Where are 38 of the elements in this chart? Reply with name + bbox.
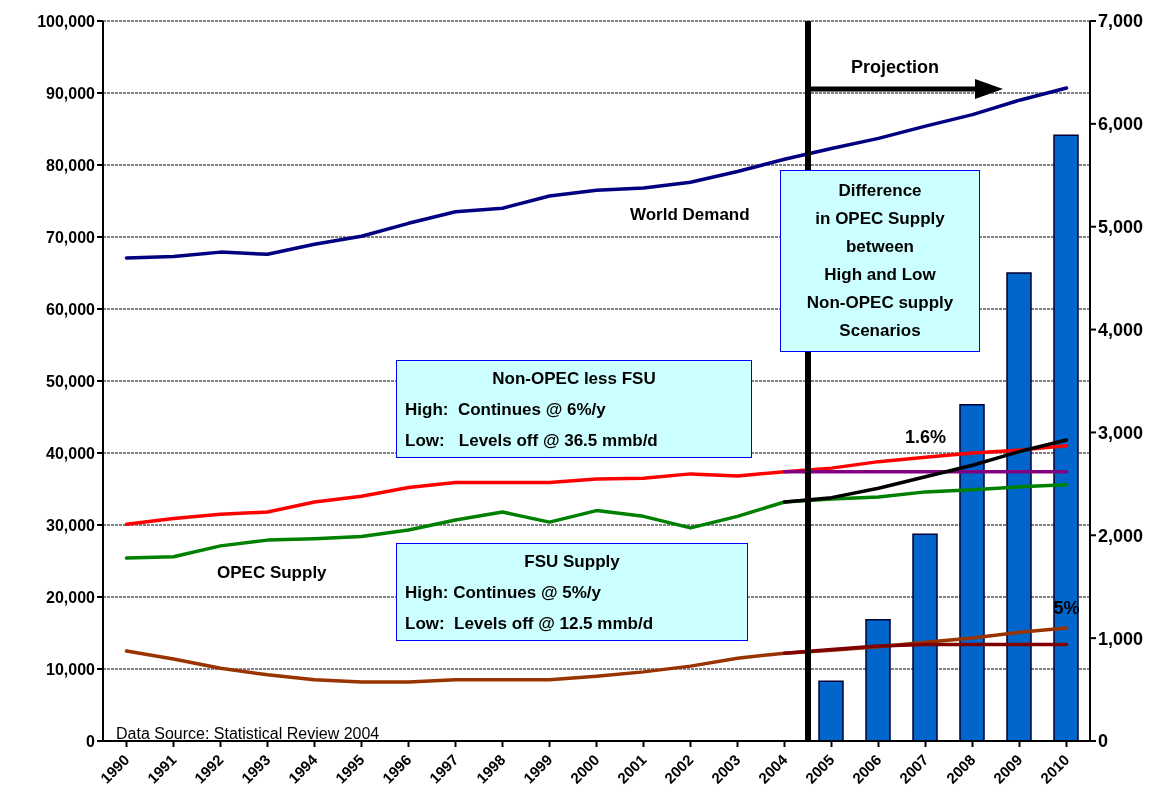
annotation: Projection bbox=[850, 56, 940, 79]
annotation: Data Source: Statistical Review 2004 bbox=[116, 724, 381, 744]
y2-tick-label: 3,000 bbox=[1098, 422, 1144, 443]
line-series bbox=[124, 86, 1069, 260]
y-tick-label: 0 bbox=[86, 732, 96, 750]
y-tick-label: 20,000 bbox=[46, 588, 96, 606]
y-tick-label: 60,000 bbox=[46, 300, 96, 318]
y-tick-label: 50,000 bbox=[46, 372, 96, 390]
y2-tick-label: 4,000 bbox=[1098, 319, 1144, 340]
bar bbox=[865, 618, 891, 741]
series-label: World Demand bbox=[630, 205, 750, 225]
y2-tick-label: 2,000 bbox=[1098, 525, 1144, 546]
y-tick-label: 40,000 bbox=[46, 444, 96, 462]
bar bbox=[959, 403, 985, 741]
note-box: Non-OPEC less FSU High: Continues @ 6%/y Low: Levels off @ 36.5 mmb/d bbox=[396, 360, 752, 458]
y2-tick-label: 7,000 bbox=[1098, 11, 1144, 32]
y2-tick-label: 6,000 bbox=[1098, 114, 1144, 135]
y-tick-label: 30,000 bbox=[46, 516, 96, 534]
note-box: FSU Supply High: Continues @ 5%/y Low: Levels off @ 12.5 mmb/d bbox=[396, 543, 748, 641]
y2-tick-label: 1,000 bbox=[1098, 628, 1144, 649]
y-tick-label: 90,000 bbox=[46, 84, 96, 102]
annotation: 1.6% bbox=[904, 427, 947, 448]
annotation: Non-OPEC less FSU High: Continues @ 6%/y Low: Levels off @ 36.5 mmb/d bbox=[405, 367, 659, 452]
annotation: Difference in OPEC Supply between High and Low Non-OPEC supply Scenarios bbox=[805, 180, 955, 342]
line-series bbox=[782, 642, 1069, 655]
series-label: OPEC Supply bbox=[217, 563, 327, 583]
y2-tick-label: 0 bbox=[1098, 731, 1109, 752]
note-box: Difference in OPEC Supply between High and Low Non-OPEC supply Scenarios bbox=[780, 170, 980, 352]
y-tick-label: 80,000 bbox=[46, 156, 96, 174]
bar bbox=[912, 533, 938, 741]
y-tick-label: 100,000 bbox=[37, 12, 96, 30]
annotation: FSU Supply High: Continues @ 5%/y Low: Levels off @ 12.5 mmb/d bbox=[405, 550, 654, 635]
bar bbox=[818, 680, 844, 741]
y-tick-label: 10,000 bbox=[46, 660, 96, 678]
y-tick-label: 70,000 bbox=[46, 228, 96, 246]
bar bbox=[1006, 272, 1032, 741]
bar bbox=[1053, 134, 1079, 741]
y2-tick-label: 5,000 bbox=[1098, 217, 1144, 238]
